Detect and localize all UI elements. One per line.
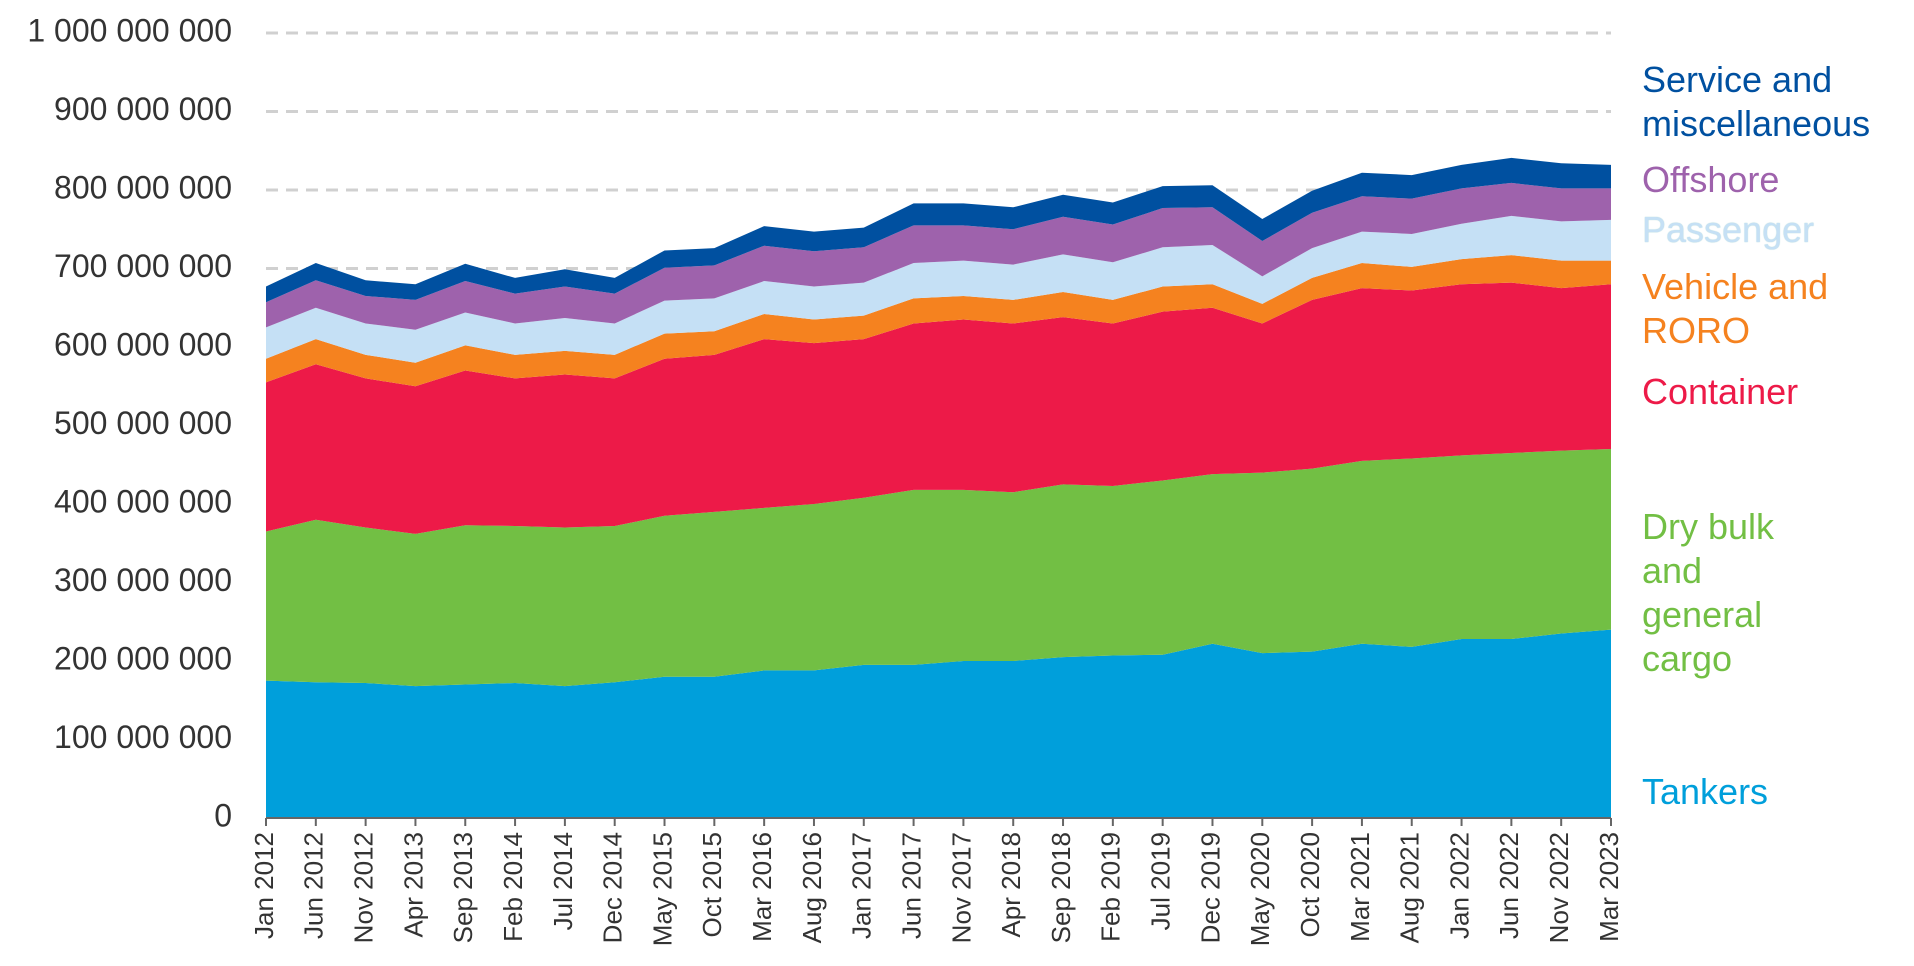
area [266, 449, 1611, 687]
legend-entry: Tankers [1642, 771, 1769, 812]
x-tick-label: Sep 2013 [448, 832, 478, 943]
x-tick-label: May 2015 [647, 832, 677, 946]
x-tick-label: Jul 2014 [548, 832, 578, 930]
x-tick-label: Jun 2012 [299, 832, 329, 939]
legend-entry: Service and miscellaneous [1642, 59, 1871, 144]
x-tick-label: Jan 2022 [1444, 832, 1474, 939]
x-tick-label: Feb 2014 [498, 832, 528, 942]
x-tick-label: Jun 2022 [1494, 832, 1524, 939]
area [266, 255, 1611, 387]
legend-entry: Offshore [1642, 159, 1780, 200]
x-tick-label: Jan 2012 [249, 832, 279, 939]
x-tick-label: May 2020 [1245, 832, 1275, 946]
y-tick-label: 200 000 000 [54, 640, 232, 676]
legend-entry: Vehicle and RORO [1642, 266, 1829, 351]
area [266, 157, 1611, 303]
y-tick-label: 800 000 000 [54, 169, 232, 205]
y-tick-label: 700 000 000 [54, 248, 232, 284]
x-tick-label: Nov 2012 [349, 832, 379, 943]
x-tick-label: Apr 2018 [996, 832, 1026, 938]
area [266, 215, 1611, 363]
x-tick-label: Jun 2017 [896, 832, 926, 939]
x-tick-label: Dec 2019 [1195, 832, 1225, 943]
y-tick-label: 500 000 000 [54, 405, 232, 441]
legend-entry: Dry bulk and general cargo [1642, 506, 1775, 679]
y-tick-label: 1 000 000 000 [27, 12, 232, 48]
y-tick-label: 400 000 000 [54, 483, 232, 519]
x-tick-label: Jan 2017 [847, 832, 877, 939]
x-tick-label: Apr 2013 [398, 832, 428, 938]
x-tick-label: Aug 2021 [1395, 832, 1425, 943]
x-tick-label: Oct 2020 [1295, 832, 1325, 938]
y-tick-label: 300 000 000 [54, 562, 232, 598]
x-tick-label: Feb 2019 [1096, 832, 1126, 942]
y-tick-label: 100 000 000 [54, 719, 232, 755]
area [266, 182, 1611, 330]
area [266, 282, 1611, 534]
y-tick-label: 900 000 000 [54, 91, 232, 127]
x-tick-label: Dec 2014 [598, 832, 628, 943]
x-tick-label: Nov 2022 [1544, 832, 1574, 943]
legend-entry: Container [1642, 371, 1799, 412]
x-tick-label: Mar 2016 [747, 832, 777, 942]
legend-entry: Passenger [1642, 209, 1815, 250]
x-tick-label: Oct 2015 [697, 832, 727, 938]
x-tick-label: Aug 2016 [797, 832, 827, 943]
x-tick-label: Sep 2018 [1046, 832, 1076, 943]
y-tick-label: 600 000 000 [54, 326, 232, 362]
x-tick-label: Nov 2017 [946, 832, 976, 943]
y-tick-label: 0 [214, 797, 232, 833]
x-tick-label: Mar 2021 [1345, 832, 1375, 942]
x-tick-label: Jul 2019 [1146, 832, 1176, 930]
area [266, 629, 1611, 818]
x-tick-label: Mar 2023 [1594, 832, 1624, 942]
